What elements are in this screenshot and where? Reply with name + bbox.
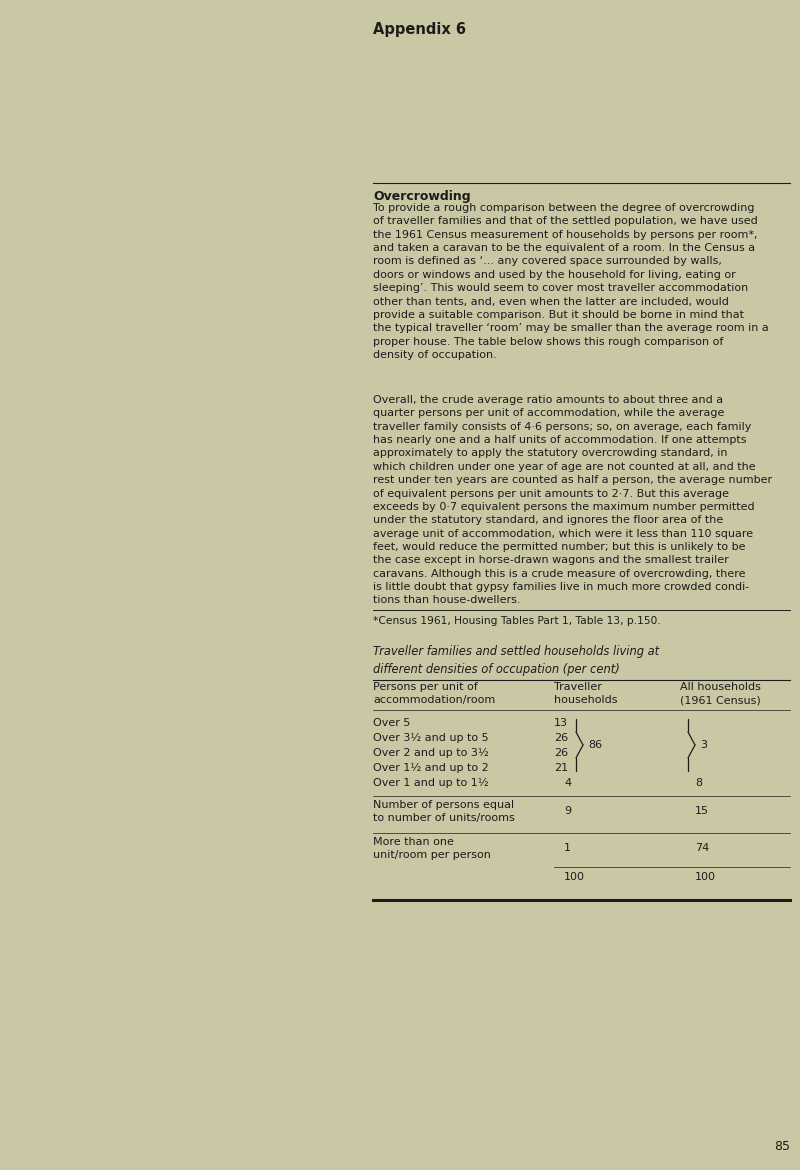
Text: 100: 100 [695,872,716,882]
Text: 21: 21 [554,763,568,773]
Text: 9: 9 [564,806,571,815]
Text: Over 1½ and up to 2: Over 1½ and up to 2 [373,763,489,773]
Text: 1: 1 [564,844,571,853]
Text: Overall, the crude average ratio amounts to about three and a
quarter persons pe: Overall, the crude average ratio amounts… [373,395,772,605]
Text: Over 1 and up to 1½: Over 1 and up to 1½ [373,778,489,789]
Text: Appendix 6: Appendix 6 [373,22,466,37]
Text: Over 2 and up to 3½: Over 2 and up to 3½ [373,748,489,758]
Text: Persons per unit of
accommodation/room: Persons per unit of accommodation/room [373,682,495,706]
Text: 8: 8 [695,778,702,789]
Text: More than one
unit/room per person: More than one unit/room per person [373,837,491,860]
Text: 26: 26 [554,732,568,743]
Text: 13: 13 [554,718,568,728]
Text: Over 3½ and up to 5: Over 3½ and up to 5 [373,732,489,743]
Text: 26: 26 [554,748,568,758]
Text: Number of persons equal
to number of units/rooms: Number of persons equal to number of uni… [373,800,514,824]
Text: 74: 74 [695,844,710,853]
Text: 4: 4 [564,778,571,789]
Text: 15: 15 [695,806,709,815]
Text: Traveller families and settled households living at
different densities of occup: Traveller families and settled household… [373,645,659,675]
Text: Overcrowding: Overcrowding [373,190,470,204]
Text: 86: 86 [588,739,602,750]
Text: Traveller
households: Traveller households [554,682,618,706]
Text: All households
(1961 Census): All households (1961 Census) [680,682,761,706]
Text: 100: 100 [564,872,585,882]
Text: 85: 85 [774,1140,790,1152]
Text: *Census 1961, Housing Tables Part 1, Table 13, p.150.: *Census 1961, Housing Tables Part 1, Tab… [373,615,661,626]
Text: To provide a rough comparison between the degree of overcrowding
of traveller fa: To provide a rough comparison between th… [373,204,769,360]
Text: 3: 3 [700,739,707,750]
Text: Over 5: Over 5 [373,718,410,728]
